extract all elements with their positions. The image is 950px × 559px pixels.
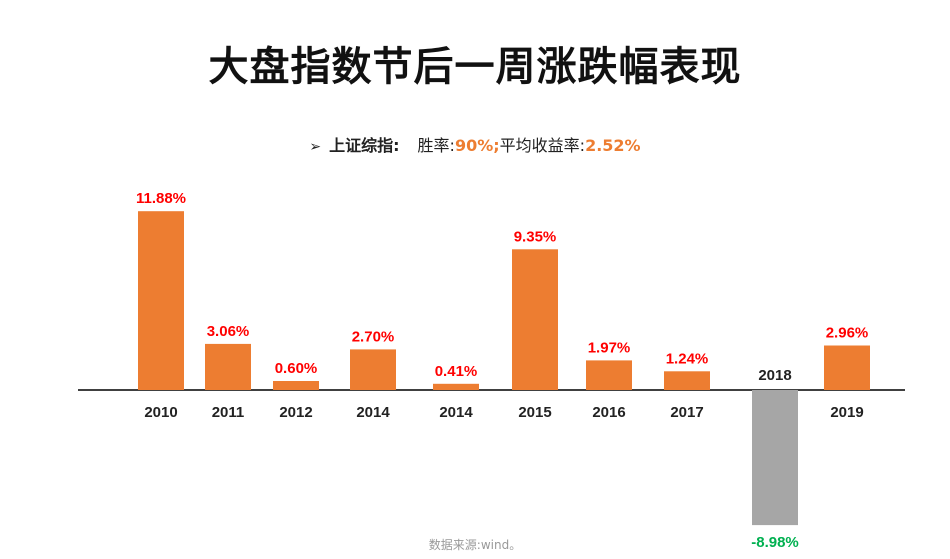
value-label: 2.70% [352,328,395,345]
value-label: 0.60% [275,360,318,377]
value-label: 11.88% [136,190,186,207]
category-label: 2014 [356,404,390,421]
bar-2019-9 [824,345,870,390]
bar-2012-2 [273,381,319,390]
value-label: 2.96% [826,325,869,342]
data-source-note: 数据来源:wind。 [428,538,522,552]
category-label: 2018 [758,367,791,384]
category-label: 2016 [592,404,625,421]
value-label: 9.35% [514,228,557,245]
value-label: -8.98% [751,534,799,551]
category-label: 2010 [144,404,177,421]
bar-2016-6 [586,360,632,390]
index-name: 上证综指: [329,136,400,155]
chart-title: 大盘指数节后一周涨跌幅表现 [208,44,742,90]
category-label: 2012 [279,404,312,421]
value-label: 1.97% [588,339,631,356]
category-label: 2015 [518,404,551,421]
category-label: 2019 [830,404,863,421]
winrate-value: 90%; [454,136,500,155]
value-label: 3.06% [207,323,250,340]
value-label: 1.24% [666,350,709,367]
bar-2018-8 [752,390,798,526]
winrate-label: 胜率: [417,136,455,155]
bar-2015-5 [512,249,558,390]
bar-2010-0 [138,211,184,390]
bar-2014-3 [350,349,396,390]
chart-subtitle: ➢ 上证综指: 胜率:90%;平均收益率:2.52% [0,132,950,156]
avg-return-value: 2.52% [585,136,641,155]
bar-2017-7 [664,371,710,390]
value-label: 0.41% [435,363,478,380]
arrow-bullet-icon: ➢ [309,139,322,155]
category-label: 2011 [212,404,245,421]
category-label: 2014 [439,404,473,421]
category-label: 2017 [670,404,703,421]
avg-return-label: 平均收益率: [499,136,586,155]
bar-2014-4 [433,383,479,390]
bar-2011-1 [205,343,251,390]
